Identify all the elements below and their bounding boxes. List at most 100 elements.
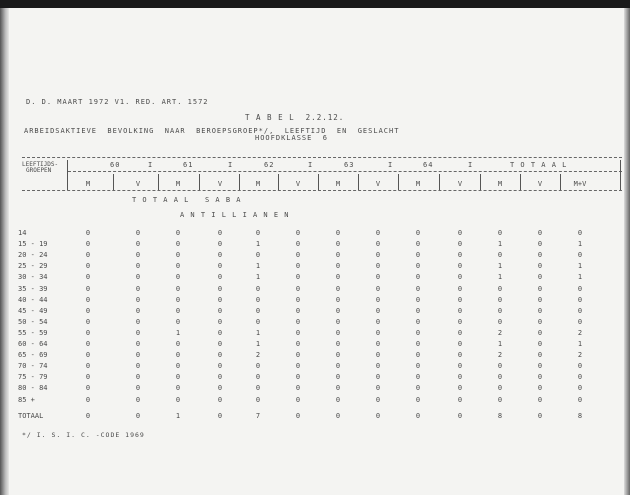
table-cell: 0: [457, 284, 463, 293]
table-cell: 0: [537, 284, 543, 293]
table-cell: 0: [175, 395, 181, 404]
table-cell: 0: [217, 306, 223, 315]
table-cell: 0: [175, 351, 181, 360]
table-cell: 0: [295, 362, 301, 371]
table-cell: 8: [577, 412, 583, 420]
table-cell: 0: [85, 306, 91, 315]
table-cell: 0: [217, 295, 223, 304]
section-title: T O T A A L S A B A: [132, 196, 242, 204]
table-cell: 0: [135, 251, 141, 260]
table-cell: 0: [135, 340, 141, 348]
table-cell: 0: [415, 362, 421, 371]
column-group-header: 64: [423, 161, 434, 169]
table-cell: 0: [175, 273, 181, 282]
table-cell: 0: [175, 384, 181, 393]
row-label: 15 - 19: [18, 240, 48, 249]
table-cell: 0: [255, 284, 261, 293]
column-group-header: 61: [183, 161, 194, 169]
table-cell: 0: [217, 362, 223, 371]
table-cell: 0: [375, 262, 381, 271]
table-cell: 0: [537, 412, 543, 420]
table-cell: 0: [335, 284, 341, 293]
table-cell: 0: [497, 317, 503, 326]
table-cell: 0: [217, 251, 223, 260]
table-cell: 0: [457, 240, 463, 249]
footnote: */ I. S. I. C. -CODE 1969: [22, 431, 145, 439]
table-cell: 0: [375, 362, 381, 371]
table-cell: 1: [255, 328, 261, 337]
table-cell: 0: [335, 251, 341, 260]
table-cell: 0: [175, 251, 181, 260]
column-divider: [620, 160, 621, 190]
table-cell: 0: [375, 351, 381, 360]
table-cell: 0: [255, 362, 261, 371]
subcolumn-header: V: [457, 180, 463, 188]
table-cell: 0: [375, 306, 381, 315]
table-cell: 0: [217, 373, 223, 382]
table-cell: 0: [335, 395, 341, 404]
subcolumn-header: M: [175, 180, 181, 188]
table-cell: 0: [537, 328, 543, 337]
table-cell: 0: [255, 306, 261, 315]
table-cell: 0: [217, 412, 223, 420]
table-cell: 0: [295, 384, 301, 393]
row-label: 45 - 49: [18, 306, 48, 315]
row-label: 50 - 54: [18, 317, 48, 326]
table-cell: 0: [375, 384, 381, 393]
table-cell: 0: [335, 362, 341, 371]
table-cell: 0: [85, 328, 91, 337]
table-cell: 0: [135, 373, 141, 382]
column-group-header: 62: [264, 161, 275, 169]
table-cell: 1: [577, 340, 583, 348]
table-cell: 0: [295, 251, 301, 260]
table-cell: 0: [497, 395, 503, 404]
table-cell: 0: [537, 317, 543, 326]
table-cell: 0: [457, 351, 463, 360]
table-cell: 0: [335, 384, 341, 393]
table-cell: 0: [415, 229, 421, 237]
table-cell: 0: [457, 251, 463, 260]
table-cell: 1: [577, 240, 583, 249]
table-cell: 0: [577, 384, 583, 393]
table-cell: 0: [537, 240, 543, 249]
column-divider: [560, 174, 561, 190]
row-label: 14: [18, 229, 27, 237]
row-label: 20 - 24: [18, 251, 48, 260]
table-cell: 0: [85, 384, 91, 393]
table-cell: 0: [85, 340, 91, 348]
table-cell: 0: [295, 273, 301, 282]
subcolumn-header: V: [537, 180, 543, 188]
subcolumn-header: V: [375, 180, 381, 188]
table-cell: 0: [415, 351, 421, 360]
table-cell: 0: [375, 340, 381, 348]
table-cell: 0: [85, 240, 91, 249]
table-cell: 0: [497, 295, 503, 304]
table-cell: 2: [577, 328, 583, 337]
table-cell: 0: [217, 395, 223, 404]
table-cell: 0: [85, 295, 91, 304]
table-cell: 0: [295, 373, 301, 382]
table-cell: 0: [85, 262, 91, 271]
table-cell: 0: [415, 373, 421, 382]
table-cell: 0: [255, 251, 261, 260]
row-label: 60 - 64: [18, 340, 48, 348]
table-cell: 0: [335, 306, 341, 315]
table-cell: 0: [175, 362, 181, 371]
table-cell: 0: [135, 284, 141, 293]
column-divider: [158, 174, 159, 190]
table-cell: 0: [175, 229, 181, 237]
table-cell: 0: [457, 373, 463, 382]
column-group-header: 60: [110, 161, 121, 169]
table-cell: 0: [457, 395, 463, 404]
table-cell: 0: [375, 240, 381, 249]
table-cell: 0: [497, 373, 503, 382]
table-cell: 1: [577, 262, 583, 271]
row-label: 85 +: [18, 395, 35, 404]
table-cell: 0: [135, 362, 141, 371]
scan-right-edge: [624, 8, 630, 495]
table-cell: 0: [255, 395, 261, 404]
table-cell: 0: [85, 412, 91, 420]
table-cell: 0: [217, 340, 223, 348]
table-cell: 0: [415, 317, 421, 326]
table-cell: 0: [255, 295, 261, 304]
